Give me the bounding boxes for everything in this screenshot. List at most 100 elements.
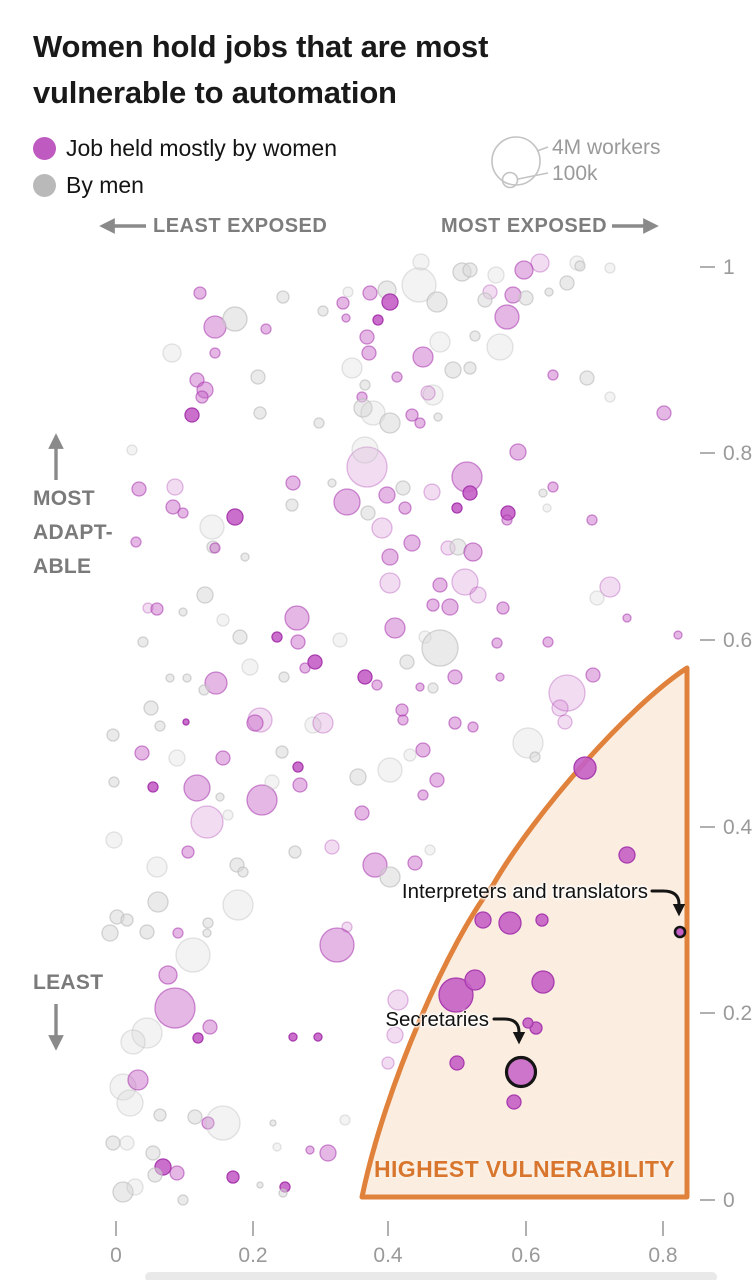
bubble bbox=[237, 866, 249, 878]
bubble bbox=[495, 672, 505, 682]
bubble bbox=[187, 1109, 203, 1125]
bubble bbox=[292, 777, 308, 793]
bubble bbox=[447, 669, 463, 685]
bubble bbox=[462, 262, 478, 278]
bubble bbox=[142, 602, 154, 614]
bubble bbox=[139, 924, 155, 940]
bubble bbox=[535, 913, 549, 927]
legend-women: Job held mostly by women bbox=[33, 135, 337, 162]
bubble bbox=[412, 346, 434, 368]
bubble bbox=[272, 1142, 282, 1152]
bubble bbox=[403, 748, 417, 762]
bubble bbox=[276, 290, 290, 304]
bubble bbox=[551, 699, 569, 717]
bubble bbox=[137, 636, 149, 648]
bubble bbox=[256, 1181, 264, 1189]
bubble bbox=[154, 720, 166, 732]
most-adaptable-label: MOST ADAPT- ABLE bbox=[33, 487, 113, 578]
bubble bbox=[469, 330, 481, 342]
bubble bbox=[196, 586, 214, 604]
bubble bbox=[131, 481, 147, 497]
bubble bbox=[105, 1135, 121, 1151]
bubble bbox=[467, 721, 479, 733]
bubble bbox=[209, 542, 221, 554]
bubble bbox=[204, 671, 228, 695]
bubble bbox=[307, 654, 323, 670]
bubble bbox=[202, 1019, 218, 1035]
bubble bbox=[542, 503, 552, 513]
bubble bbox=[183, 774, 211, 802]
bubble bbox=[360, 505, 376, 521]
bubble bbox=[199, 514, 225, 540]
bubble bbox=[342, 286, 354, 298]
bubble bbox=[359, 379, 371, 391]
bubble bbox=[126, 444, 138, 456]
bubble bbox=[119, 1135, 135, 1151]
bubble bbox=[579, 370, 595, 386]
bubble bbox=[531, 970, 555, 994]
bubble bbox=[150, 602, 164, 616]
least-exposed-label: LEAST EXPOSED bbox=[153, 215, 328, 237]
bubble bbox=[618, 846, 636, 864]
bubble bbox=[573, 756, 597, 780]
bubble bbox=[448, 716, 462, 730]
bubble bbox=[341, 313, 351, 323]
bubble bbox=[548, 674, 586, 712]
x-tick-label: 0.4 bbox=[373, 1244, 403, 1267]
bubble bbox=[154, 987, 196, 1029]
bubble bbox=[359, 329, 375, 345]
bubble bbox=[387, 989, 409, 1011]
bubble bbox=[420, 385, 436, 401]
bubble bbox=[451, 502, 463, 514]
bubble bbox=[120, 913, 134, 927]
bubble bbox=[145, 1145, 161, 1161]
bubble bbox=[201, 1116, 215, 1130]
bubble bbox=[284, 605, 310, 631]
bubble bbox=[304, 716, 322, 734]
bubble bbox=[165, 499, 181, 515]
bottom-scrollbar[interactable] bbox=[145, 1272, 717, 1280]
bubble bbox=[339, 1114, 351, 1126]
bubble bbox=[182, 673, 192, 683]
bubble bbox=[182, 718, 190, 726]
bubble bbox=[299, 662, 311, 674]
bubble bbox=[586, 514, 598, 526]
bubble bbox=[178, 607, 188, 617]
y-tick-label: 0.8 bbox=[723, 442, 752, 465]
bubble bbox=[498, 911, 522, 935]
bubble bbox=[120, 1029, 146, 1055]
bubble bbox=[288, 845, 302, 859]
bubble bbox=[353, 398, 373, 418]
bubble bbox=[438, 977, 474, 1013]
bubble bbox=[463, 361, 477, 375]
bubble bbox=[177, 1194, 189, 1206]
bubble bbox=[427, 682, 439, 694]
bubble bbox=[405, 408, 419, 422]
bubble bbox=[109, 1073, 137, 1101]
most-exposed-label: MOST EXPOSED bbox=[441, 215, 608, 237]
bubble bbox=[530, 253, 550, 273]
y-tick-label: 0.2 bbox=[723, 1002, 752, 1025]
bubble bbox=[305, 1145, 315, 1155]
bubble bbox=[196, 381, 214, 399]
bubble bbox=[166, 478, 184, 496]
bubble bbox=[604, 262, 616, 274]
bubble bbox=[264, 774, 280, 790]
bubble bbox=[190, 805, 224, 839]
bubble bbox=[378, 486, 396, 504]
bubble bbox=[451, 568, 479, 596]
bubble bbox=[285, 475, 301, 491]
bubble bbox=[169, 1165, 185, 1181]
bubble bbox=[105, 831, 123, 849]
bubble bbox=[241, 658, 259, 676]
bubble bbox=[175, 937, 211, 973]
bubble bbox=[407, 855, 423, 871]
bubble bbox=[147, 891, 169, 913]
bubble bbox=[240, 552, 250, 562]
bubble bbox=[292, 761, 304, 773]
bubble bbox=[250, 369, 266, 385]
bubble bbox=[504, 286, 522, 304]
bubble bbox=[491, 637, 503, 649]
bubble bbox=[288, 1032, 298, 1042]
